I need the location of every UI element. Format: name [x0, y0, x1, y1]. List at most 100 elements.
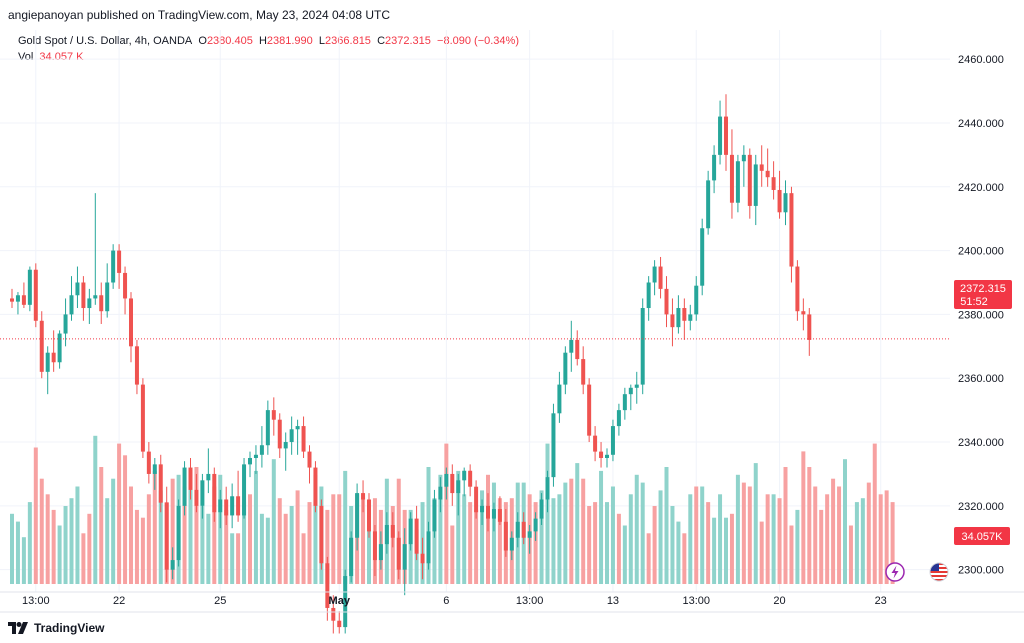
- candle-body: [616, 410, 621, 427]
- candle: [408, 512, 413, 551]
- volume-bar: [825, 494, 830, 584]
- candle: [628, 384, 633, 411]
- candle: [289, 416, 294, 455]
- time-tick-label: 13:00: [516, 595, 544, 607]
- candle-body: [206, 473, 211, 481]
- candle-body: [402, 544, 407, 570]
- volume-bar: [123, 455, 128, 584]
- candle: [146, 442, 151, 484]
- candle-body: [129, 298, 133, 347]
- volume-bar: [759, 521, 764, 584]
- volume-bar: [878, 494, 883, 584]
- volume-bar: [807, 467, 812, 584]
- candle-body: [301, 426, 306, 452]
- tradingview-logo[interactable]: TradingView: [8, 619, 104, 637]
- volume-bar: [271, 459, 276, 584]
- candle: [129, 292, 133, 363]
- time-tick-label: 13:00: [22, 595, 50, 607]
- candle-body: [569, 339, 574, 353]
- candle-body: [533, 518, 538, 532]
- low-value: 2366.815: [325, 35, 371, 47]
- candle-body: [33, 269, 38, 321]
- candle: [563, 346, 568, 395]
- candle-body: [551, 413, 556, 478]
- candle-body: [527, 531, 532, 538]
- us-flag-icon[interactable]: [929, 562, 949, 582]
- candle-body: [111, 250, 116, 283]
- volume-bar: [301, 533, 306, 584]
- candle: [372, 524, 377, 577]
- volume-bar: [444, 443, 449, 584]
- candle-body: [236, 496, 241, 516]
- volume-bar: [337, 494, 342, 584]
- candle-body: [658, 266, 663, 289]
- volume-bar: [253, 470, 258, 584]
- price-tick-label: 2420.000: [958, 182, 1004, 194]
- candle: [236, 470, 241, 522]
- candle-body: [253, 454, 258, 458]
- candle: [795, 260, 800, 321]
- volume-bar: [99, 467, 104, 584]
- candle-body: [491, 509, 496, 519]
- candle: [51, 330, 56, 372]
- candle-body: [140, 384, 145, 452]
- volume-bar: [289, 506, 294, 584]
- candle: [729, 129, 734, 219]
- candle-body: [242, 464, 247, 516]
- lightning-icon[interactable]: [885, 562, 905, 582]
- candle-body: [610, 426, 615, 455]
- candle: [295, 419, 300, 455]
- candle: [10, 288, 14, 309]
- volume-bar: [610, 486, 615, 584]
- candle: [15, 292, 20, 315]
- candle: [206, 448, 211, 494]
- volume-bar: [146, 494, 151, 584]
- candle: [777, 170, 782, 219]
- volume-bar: [670, 506, 675, 584]
- candle: [753, 154, 758, 226]
- candle: [75, 266, 80, 309]
- candle-body: [396, 537, 401, 570]
- volume-bar: [700, 486, 705, 584]
- candle-body: [605, 454, 609, 458]
- candle-body: [87, 298, 92, 309]
- volume-bar: [789, 525, 794, 584]
- candle-body: [753, 164, 758, 206]
- candle-body: [771, 177, 776, 190]
- symbol-label[interactable]: Gold Spot / U.S. Dollar, 4h, OANDA: [18, 35, 193, 47]
- candle-body: [170, 560, 175, 570]
- candle: [605, 448, 609, 468]
- volume-value: 34.057 K: [39, 51, 84, 63]
- candle-body: [801, 311, 806, 315]
- candle-body: [384, 524, 389, 545]
- candle: [87, 288, 92, 324]
- volume-bar: [57, 525, 62, 584]
- candle-body: [718, 116, 723, 155]
- volume-bars: [10, 435, 895, 584]
- volume-bar: [129, 486, 133, 584]
- volume-bar: [640, 482, 645, 584]
- candle: [438, 477, 443, 513]
- candle: [164, 486, 169, 583]
- candle: [474, 480, 479, 519]
- candle-body: [57, 333, 62, 363]
- volume-bar: [134, 509, 139, 584]
- candle: [265, 400, 270, 455]
- candle: [646, 276, 651, 321]
- volume-bar: [872, 443, 877, 584]
- candle-body: [539, 499, 544, 519]
- candle-body: [367, 499, 371, 532]
- candle: [789, 186, 794, 283]
- volume-bar: [188, 478, 193, 584]
- candle: [319, 499, 324, 570]
- low-label: L: [318, 35, 326, 47]
- volume-bar: [747, 486, 752, 584]
- candle-body: [158, 464, 163, 503]
- volume-bar: [438, 474, 443, 584]
- candle-body: [724, 116, 728, 155]
- candle-body: [408, 518, 413, 545]
- candle: [676, 295, 681, 334]
- candle-body: [795, 266, 800, 312]
- candle: [361, 480, 366, 513]
